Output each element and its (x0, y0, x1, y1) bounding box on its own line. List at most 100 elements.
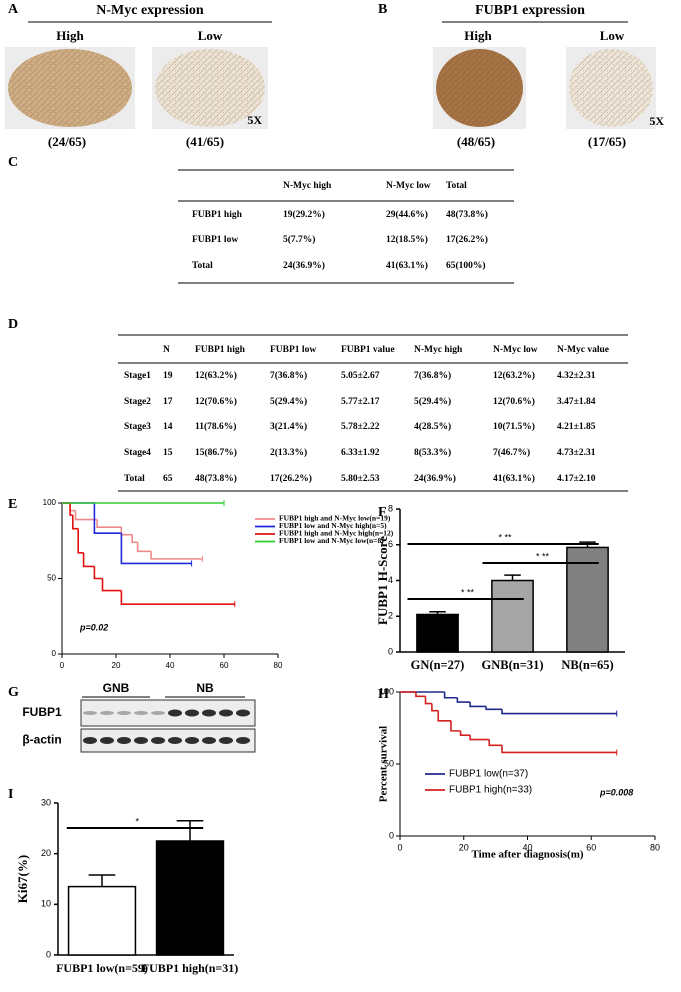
blot-band (202, 709, 216, 717)
x-tick-label: 80 (650, 842, 660, 852)
legend-label: FUBP1 low and N-Myc low(n=8) (279, 536, 384, 545)
blot-band (117, 737, 131, 744)
survival-step (69, 503, 73, 516)
blot-row-label: β-actin (22, 733, 61, 747)
survival-step (77, 528, 84, 554)
survival-step (93, 503, 122, 534)
x-tick-label: NB(n=65) (561, 658, 613, 672)
y-tick-label: 2 (388, 611, 393, 621)
table-cell: 12(18.5%) (386, 234, 428, 245)
legend-label: FUBP1 low(n=37) (449, 769, 528, 780)
table-cell: 5(29.4%) (270, 396, 307, 407)
blot-band (168, 737, 182, 744)
x-tick-label: 60 (586, 842, 596, 852)
survival-step (459, 730, 471, 736)
group-label: GNB (103, 681, 130, 695)
tissue-texture (569, 49, 653, 127)
table-cell: 17 (163, 397, 173, 407)
bar (67, 885, 137, 956)
column-label: Low (198, 28, 223, 43)
bar (155, 840, 225, 956)
x-tick-label: FUBP1 high(n=31) (142, 961, 239, 975)
table-cell: 15 (163, 448, 173, 458)
blot-band (219, 709, 233, 717)
x-tick-label: GN(n=27) (411, 658, 465, 672)
legend-label: FUBP1 low and N-Myc high(n=5) (279, 521, 387, 530)
annotation: p=0.02 (79, 622, 108, 632)
row-label: Total (192, 261, 213, 271)
table-cell: 48(73.8%) (195, 473, 237, 484)
column-label: Low (600, 28, 625, 43)
table-cell: 5.80±2.53 (341, 474, 380, 484)
y-tick-label: 0 (389, 830, 394, 840)
blot-band (151, 711, 165, 715)
table-cell: 12(70.6%) (195, 396, 237, 407)
blot-band (134, 737, 148, 744)
table-cell: 17(26.2%) (270, 473, 312, 484)
table-header: N-Myc low (386, 181, 431, 191)
x-tick-label: 80 (274, 661, 283, 670)
panel-label: D (8, 317, 18, 332)
panel-label: F (378, 505, 387, 520)
table-cell: 19 (163, 371, 173, 381)
survival-step (136, 542, 152, 553)
survival-step (424, 696, 432, 705)
x-tick-label: 0 (60, 661, 65, 670)
significance-label: * (135, 816, 139, 826)
table-cell: 6.33±1.92 (341, 448, 380, 458)
panel-label: C (8, 155, 18, 170)
table-header: N (163, 345, 170, 355)
y-tick-label: 0 (46, 949, 51, 959)
tissue-texture (8, 49, 132, 127)
y-tick-label: 100 (379, 686, 394, 696)
y-tick-label: 30 (41, 797, 51, 807)
table-cell: 15(86.7%) (195, 447, 237, 458)
blot-band (236, 737, 250, 744)
table-cell: 4.73±2.31 (557, 448, 596, 458)
blot-band (168, 709, 182, 717)
table-header: FUBP1 low (270, 345, 316, 355)
row-label: Stage1 (124, 371, 151, 381)
y-tick-label: 4 (388, 575, 393, 585)
blot-band (100, 711, 114, 715)
survival-step (469, 735, 490, 741)
survival-step (456, 697, 471, 703)
table-cell: 11(78.6%) (195, 421, 236, 432)
panel-label: H (378, 687, 389, 702)
table-header: N-Myc high (283, 181, 332, 191)
survival-step (101, 578, 122, 592)
legend-label: FUBP1 high(n=33) (449, 785, 532, 796)
table-cell: 2(13.3%) (270, 447, 307, 458)
table-cell: 14 (163, 422, 173, 432)
table-header: N-Myc low (493, 345, 538, 355)
table-cell: 29(44.6%) (386, 209, 428, 220)
survival-step (120, 533, 192, 565)
table-cell: 4.17±2.10 (557, 474, 596, 484)
y-tick-label: 50 (47, 574, 56, 583)
y-axis-label: FUBP1 H-Score (375, 536, 390, 625)
fraction-label: (24/65) (48, 134, 86, 149)
table-cell: 5.77±2.17 (341, 397, 380, 407)
table-cell: 4.32±2.31 (557, 371, 596, 381)
table-cell: 3.47±1.84 (557, 397, 596, 407)
blot-band (83, 737, 97, 744)
panel-title: FUBP1 expression (475, 3, 585, 18)
survival-step (74, 510, 98, 521)
y-tick-label: 50 (384, 758, 394, 768)
blot-band (134, 711, 148, 715)
panel-title: N-Myc expression (96, 3, 204, 18)
survival-step (485, 706, 502, 711)
blot-band (236, 709, 250, 717)
panel-label: G (8, 685, 19, 700)
y-axis-label: Percent survival (378, 726, 390, 802)
x-tick-label: 0 (397, 842, 402, 852)
blot-band (83, 711, 97, 715)
x-tick-label: 20 (112, 661, 121, 670)
row-label: Total (124, 474, 145, 484)
panel-label: E (8, 497, 17, 512)
y-tick-label: 0 (388, 646, 393, 656)
table-cell: 8(53.3%) (414, 447, 451, 458)
table-cell: 5.05±2.67 (341, 371, 380, 381)
x-tick-label: 40 (166, 661, 175, 670)
fraction-label: (17/65) (588, 134, 626, 149)
